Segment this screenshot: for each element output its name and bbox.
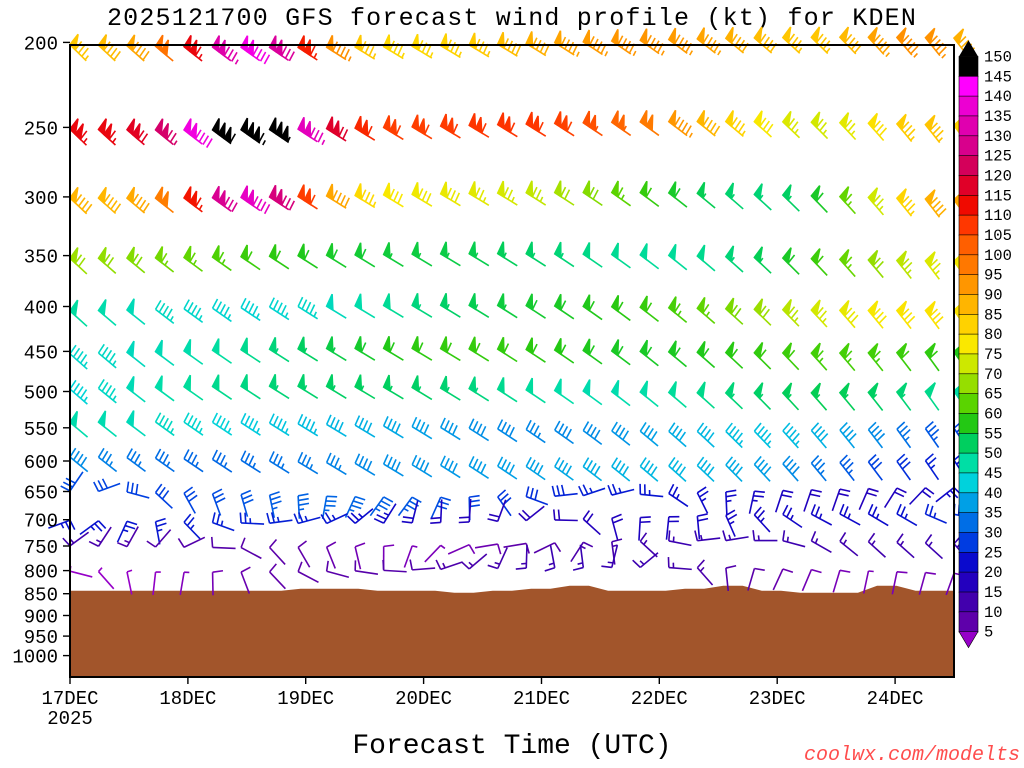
svg-text:17DEC: 17DEC	[41, 688, 98, 710]
svg-text:10: 10	[984, 604, 1003, 622]
svg-text:70: 70	[984, 366, 1003, 384]
svg-text:250: 250	[24, 118, 58, 140]
svg-text:2025: 2025	[47, 708, 93, 730]
svg-text:65: 65	[984, 386, 1003, 404]
svg-text:145: 145	[984, 68, 1012, 86]
svg-text:600: 600	[24, 452, 58, 474]
svg-text:350: 350	[24, 247, 58, 269]
svg-text:24DEC: 24DEC	[867, 688, 924, 710]
svg-text:700: 700	[24, 511, 58, 533]
svg-text:40: 40	[984, 485, 1003, 503]
svg-text:1000: 1000	[12, 647, 58, 669]
svg-text:55: 55	[984, 425, 1003, 443]
svg-text:35: 35	[984, 505, 1003, 523]
svg-text:100: 100	[984, 247, 1012, 265]
svg-text:550: 550	[24, 419, 58, 441]
svg-text:300: 300	[24, 188, 58, 210]
svg-text:140: 140	[984, 88, 1012, 106]
svg-text:130: 130	[984, 128, 1012, 146]
svg-text:95: 95	[984, 267, 1003, 285]
svg-text:20DEC: 20DEC	[395, 688, 452, 710]
svg-text:15: 15	[984, 584, 1003, 602]
svg-text:500: 500	[24, 383, 58, 405]
svg-text:200: 200	[24, 33, 58, 55]
svg-text:650: 650	[24, 483, 58, 505]
svg-text:21DEC: 21DEC	[513, 688, 570, 710]
svg-text:85: 85	[984, 306, 1003, 324]
svg-text:125: 125	[984, 148, 1012, 166]
svg-text:60: 60	[984, 405, 1003, 423]
svg-text:20: 20	[984, 564, 1003, 582]
svg-text:750: 750	[24, 537, 58, 559]
svg-text:75: 75	[984, 346, 1003, 364]
svg-text:18DEC: 18DEC	[159, 688, 216, 710]
svg-text:110: 110	[984, 207, 1012, 225]
svg-text:90: 90	[984, 286, 1003, 304]
svg-text:45: 45	[984, 465, 1003, 483]
svg-text:800: 800	[24, 562, 58, 584]
svg-text:30: 30	[984, 524, 1003, 542]
svg-text:50: 50	[984, 445, 1003, 463]
svg-text:23DEC: 23DEC	[749, 688, 806, 710]
svg-text:450: 450	[24, 342, 58, 364]
svg-text:22DEC: 22DEC	[631, 688, 688, 710]
svg-text:25: 25	[984, 544, 1003, 562]
svg-text:400: 400	[24, 298, 58, 320]
svg-text:80: 80	[984, 326, 1003, 344]
svg-text:19DEC: 19DEC	[277, 688, 334, 710]
svg-text:115: 115	[984, 187, 1012, 205]
svg-text:150: 150	[984, 48, 1012, 66]
svg-text:5: 5	[984, 624, 993, 642]
svg-text:135: 135	[984, 108, 1012, 126]
svg-text:105: 105	[984, 227, 1012, 245]
svg-text:850: 850	[24, 585, 58, 607]
svg-text:900: 900	[24, 607, 58, 629]
svg-text:120: 120	[984, 167, 1012, 185]
